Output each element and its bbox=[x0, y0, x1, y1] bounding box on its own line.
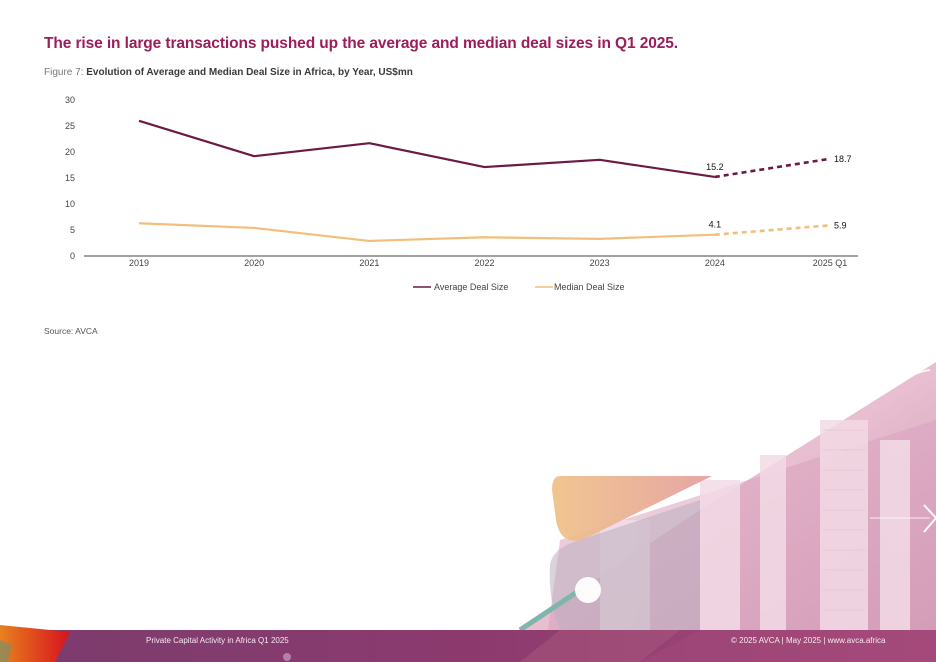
y-tick-label: 25 bbox=[65, 121, 75, 131]
y-axis: 0 5 10 15 20 25 30 bbox=[65, 95, 75, 261]
data-label: 15.2 bbox=[706, 162, 724, 172]
legend: Average Deal Size Median Deal Size bbox=[413, 282, 625, 292]
series-median-solid-line bbox=[138, 222, 715, 243]
x-axis: 2019 2020 2021 2022 2023 2024 2025 Q1 bbox=[129, 258, 847, 268]
series-average-solid-line bbox=[138, 119, 715, 179]
source-note: Source: AVCA bbox=[44, 326, 98, 336]
x-tick-label: 2022 bbox=[474, 258, 494, 268]
x-tick-label: 2020 bbox=[244, 258, 264, 268]
legend-label: Median Deal Size bbox=[554, 282, 625, 292]
headline: The rise in large transactions pushed up… bbox=[44, 35, 679, 52]
figure-label: Figure 7: bbox=[44, 67, 84, 78]
series-median-projected-line bbox=[714, 224, 831, 236]
x-tick-label: 2021 bbox=[359, 258, 379, 268]
y-tick-label: 0 bbox=[70, 251, 75, 261]
series-average-projected-line bbox=[714, 157, 831, 179]
corner-accent bbox=[0, 625, 70, 662]
data-labels: 15.2 18.7 4.1 5.9 bbox=[706, 154, 851, 231]
x-tick-label: 2024 bbox=[705, 258, 725, 268]
series-layer bbox=[138, 119, 831, 243]
y-tick-label: 30 bbox=[65, 95, 75, 105]
x-tick-label: 2019 bbox=[129, 258, 149, 268]
data-label: 5.9 bbox=[834, 220, 847, 230]
legend-label: Average Deal Size bbox=[434, 282, 508, 292]
figure-caption: Figure 7: Evolution of Average and Media… bbox=[44, 67, 413, 78]
y-tick-label: 15 bbox=[65, 173, 75, 183]
x-tick-label: 2023 bbox=[590, 258, 610, 268]
y-tick-label: 20 bbox=[65, 147, 75, 157]
city-panel bbox=[520, 362, 936, 630]
footer-copyright: © 2025 AVCA | May 2025 | www.avca.africa bbox=[731, 636, 886, 645]
figure-title: Evolution of Average and Median Deal Siz… bbox=[86, 67, 413, 78]
footer-report-title: Private Capital Activity in Africa Q1 20… bbox=[146, 636, 289, 645]
data-label: 18.7 bbox=[834, 154, 852, 164]
deal-size-line-chart: 0 5 10 15 20 25 30 2019 2020 2021 2022 2023 2024 202… bbox=[65, 95, 858, 292]
data-label: 4.1 bbox=[709, 220, 722, 230]
y-tick-label: 5 bbox=[70, 225, 75, 235]
peach-shape bbox=[552, 476, 712, 541]
y-tick-label: 10 bbox=[65, 199, 75, 209]
x-tick-label: 2025 Q1 bbox=[813, 258, 848, 268]
footer-band bbox=[0, 630, 936, 662]
